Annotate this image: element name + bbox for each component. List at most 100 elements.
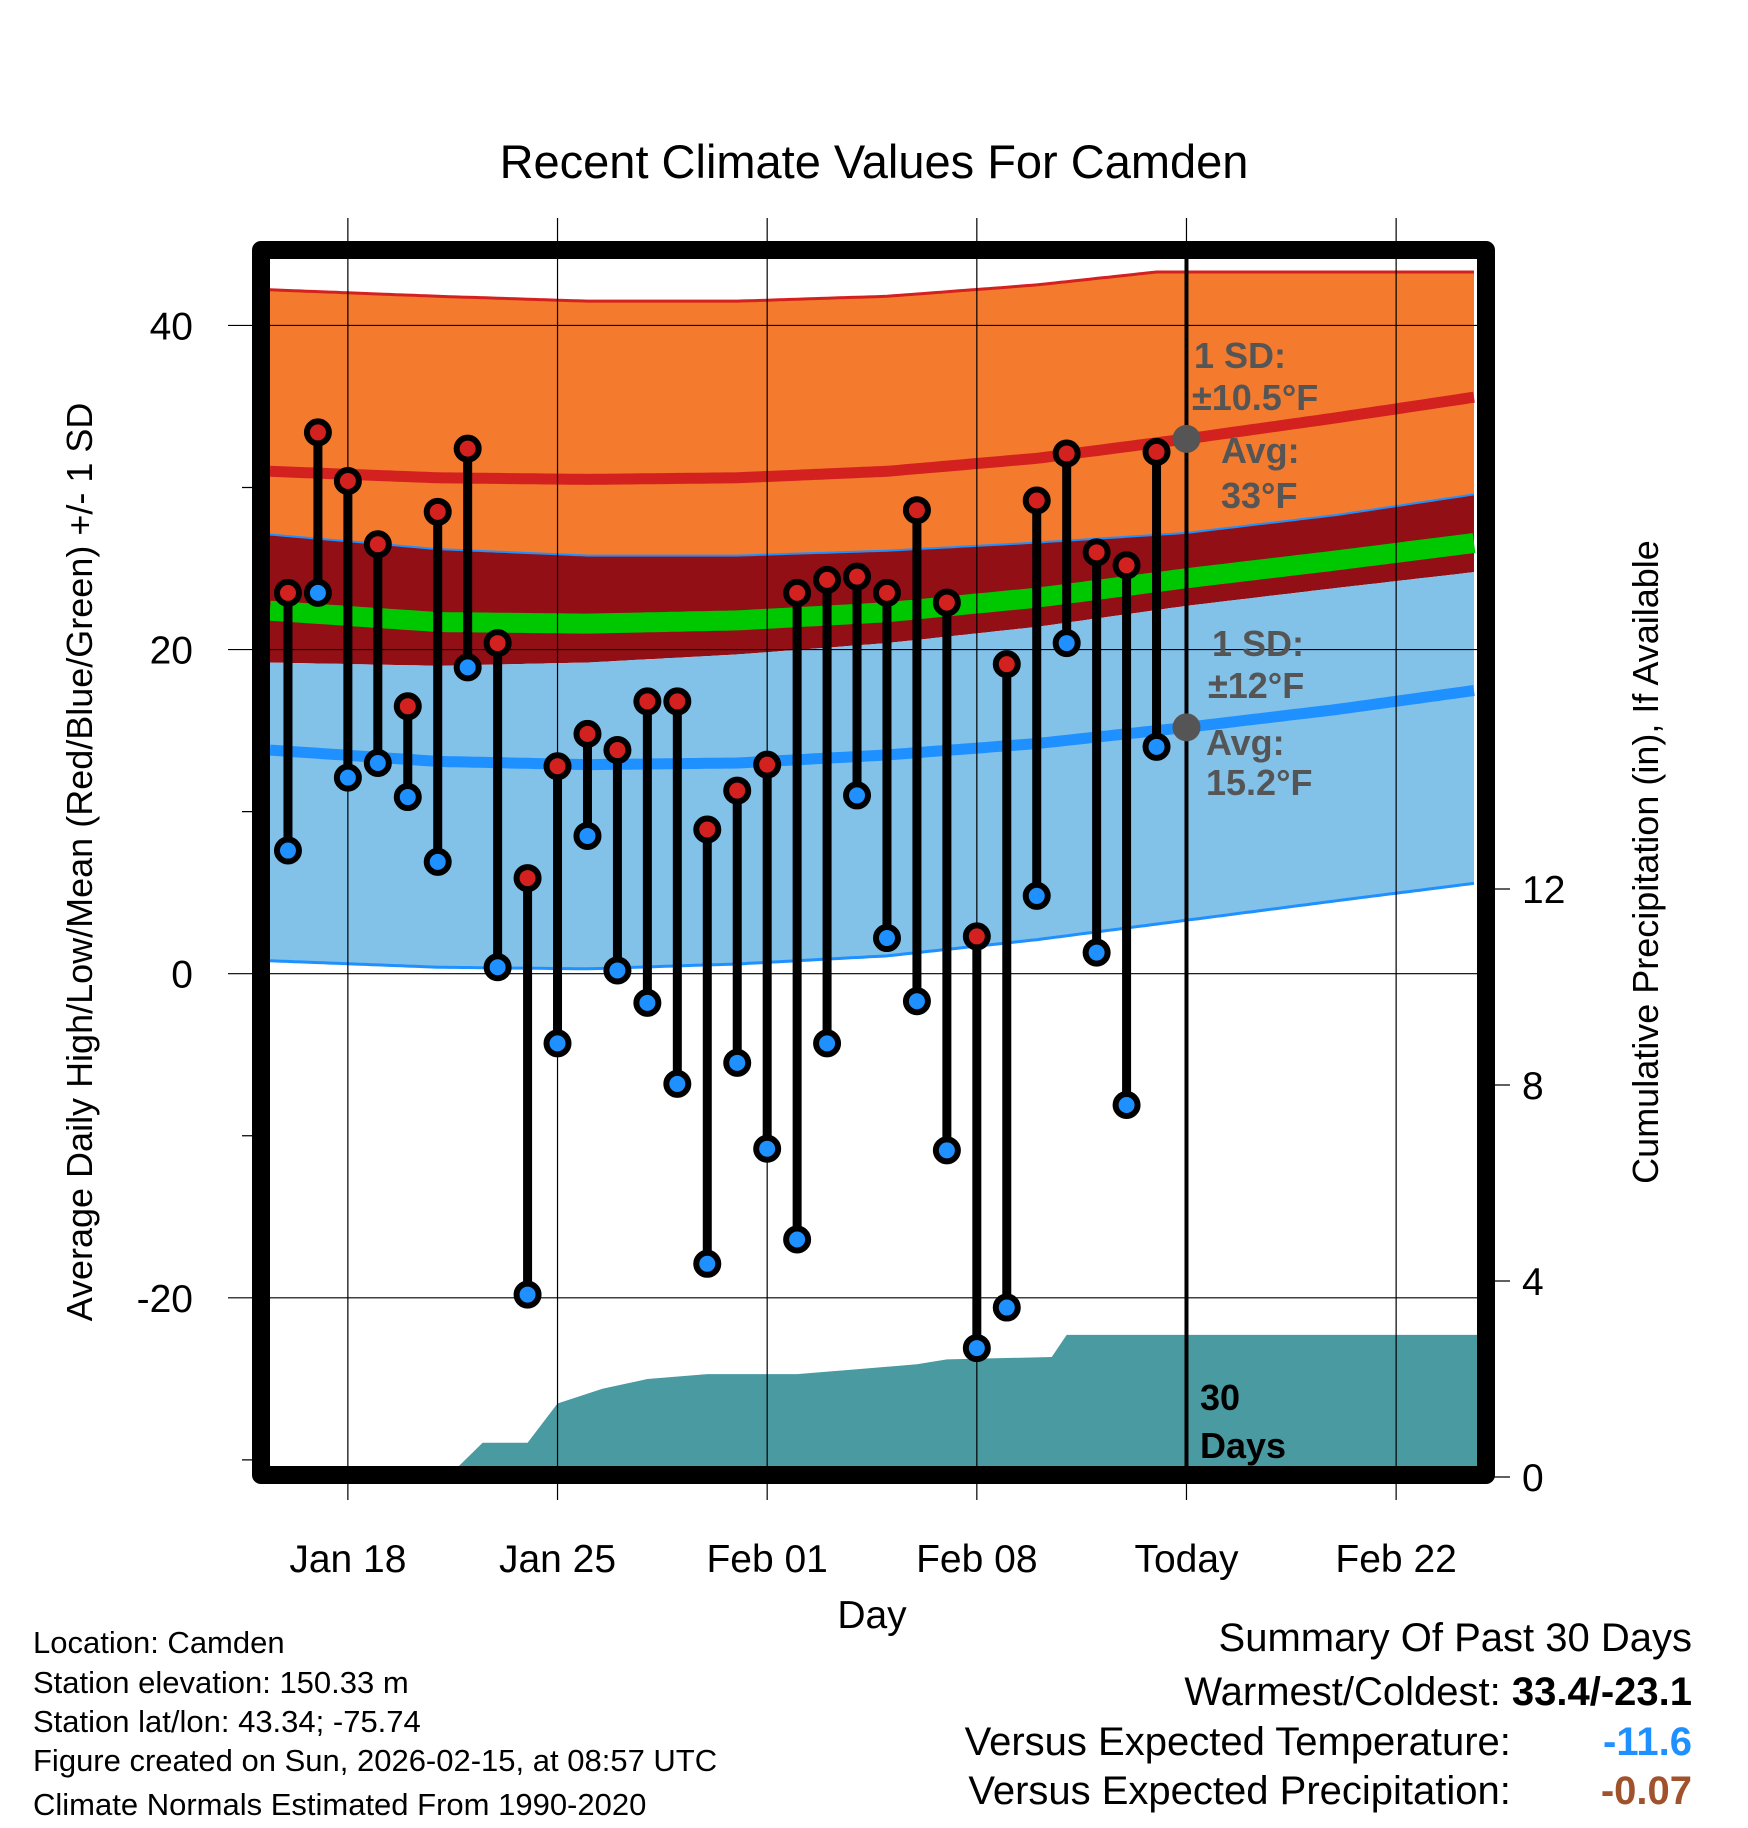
- daily-high-point: [573, 719, 602, 748]
- annotation-low-sd-1: 1 SD:: [1212, 623, 1304, 664]
- daily-low-point: [962, 1334, 991, 1363]
- daily-high-point: [962, 922, 991, 951]
- daily-low-point: [303, 578, 332, 607]
- low-minus-sd-line: [270, 881, 1475, 971]
- daily-low-point: [813, 1029, 842, 1058]
- high-avg-marker: [1172, 424, 1201, 453]
- y-tick-label: 20: [150, 630, 193, 673]
- low-sd-band: [270, 572, 1474, 969]
- daily-low-point: [393, 783, 422, 812]
- summary-precip: Versus Expected Precipitation: -0.07: [968, 1769, 1692, 1814]
- info-elevation: Station elevation: 150.33 m: [33, 1665, 409, 1700]
- daily-low-point: [663, 1069, 692, 1098]
- precip-area: [456, 1334, 1477, 1468]
- y2-tick-label: 8: [1522, 1065, 1544, 1108]
- daily-high-point: [603, 736, 632, 765]
- daily-low-point: [693, 1249, 722, 1278]
- info-normals: Climate Normals Estimated From 1990-2020: [33, 1787, 647, 1822]
- low-mean-line: [270, 685, 1475, 771]
- y-tick-label: -20: [137, 1278, 193, 1321]
- annotation-low-avg-2: 15.2°F: [1206, 762, 1312, 803]
- warm-cold-label: Warmest/Coldest:: [1184, 1670, 1501, 1714]
- daily-low-point: [843, 781, 872, 810]
- summary-warm-cold: Warmest/Coldest: 33.4/-23.1: [1184, 1670, 1692, 1715]
- annotation-low-sd-2: ±12°F: [1208, 665, 1304, 706]
- temp-value: -11.6: [1603, 1720, 1692, 1764]
- daily-low-point: [273, 836, 302, 865]
- daily-low-point: [513, 1280, 542, 1309]
- daily-high-point: [1142, 437, 1171, 466]
- daily-low-point: [573, 821, 602, 850]
- plot-area: [270, 270, 1477, 1468]
- annotation-high-sd-1: 1 SD:: [1194, 335, 1286, 376]
- daily-low-point: [753, 1134, 782, 1163]
- daily-high-point: [633, 687, 662, 716]
- plot-frame: [252, 241, 1495, 1484]
- daily-high-point: [303, 418, 332, 447]
- daily-low-point: [603, 956, 632, 985]
- daily-low-point: [1142, 732, 1171, 761]
- daily-high-point: [483, 629, 512, 658]
- daily-low-point: [1082, 938, 1111, 967]
- daily-high-point: [753, 750, 782, 779]
- daily-low-point: [453, 653, 482, 682]
- daily-high-point: [843, 562, 872, 591]
- y2-tick-label: 4: [1522, 1261, 1544, 1304]
- y-axis-label: Average Daily High/Low/Mean (Red/Blue/Gr…: [59, 403, 100, 1322]
- warm-cold-value: 33.4/-23.1: [1511, 1670, 1692, 1714]
- info-location: Location: Camden: [33, 1625, 285, 1660]
- daily-high-point: [783, 578, 812, 607]
- daily-low-point: [932, 1136, 961, 1165]
- x-tick-label: Feb 22: [1335, 1538, 1456, 1581]
- chart-title: Recent Climate Values For Camden: [500, 135, 1249, 188]
- daily-high-point: [723, 776, 752, 805]
- summary-temp: Versus Expected Temperature: -11.6: [965, 1720, 1692, 1765]
- daily-low-point: [333, 763, 362, 792]
- daily-high-point: [663, 687, 692, 716]
- annotation-high-avg-1: Avg:: [1221, 430, 1300, 471]
- daily-low-point: [783, 1225, 812, 1254]
- daily-low-point: [423, 847, 452, 876]
- y-tick-label: 0: [171, 954, 193, 997]
- precip-value: -0.07: [1600, 1769, 1692, 1813]
- daily-low-point: [902, 987, 931, 1016]
- annotation-high-sd-2: ±10.5°F: [1192, 377, 1318, 418]
- daily-low-point: [1112, 1090, 1141, 1119]
- x-axis-label: Day: [837, 1594, 907, 1637]
- y-tick-label: 40: [150, 305, 193, 348]
- daily-low-point: [543, 1029, 572, 1058]
- daily-high-point: [1052, 439, 1081, 468]
- daily-high-point: [543, 752, 572, 781]
- daily-low-point: [992, 1293, 1021, 1322]
- annotation-low-avg-1: Avg:: [1206, 722, 1285, 763]
- y2-axis-label: Cumulative Precipitation (in), If Availa…: [1625, 540, 1666, 1184]
- x-tick-label: Jan 18: [289, 1538, 406, 1581]
- daily-high-point: [693, 815, 722, 844]
- daily-high-point: [1112, 551, 1141, 580]
- y2-tick-label: 12: [1522, 869, 1565, 912]
- summary-title: Summary Of Past 30 Days: [1218, 1616, 1692, 1660]
- temp-label: Versus Expected Temperature:: [964, 1720, 1511, 1764]
- annotation-days-label: Days: [1200, 1425, 1286, 1466]
- x-tick-label: Feb 01: [706, 1538, 827, 1581]
- daily-low-point: [872, 924, 901, 953]
- daily-high-point: [513, 864, 542, 893]
- x-tick-label: Today: [1134, 1538, 1239, 1581]
- y2-tick-label: 0: [1522, 1457, 1544, 1500]
- high-plus-sd-line: [270, 270, 1474, 303]
- daily-high-point: [813, 565, 842, 594]
- daily-low-point: [723, 1048, 752, 1077]
- daily-high-point: [363, 530, 392, 559]
- daily-low-point: [1052, 629, 1081, 658]
- daily-high-point: [992, 650, 1021, 679]
- info-latlon: Station lat/lon: 43.34; -75.74: [33, 1704, 421, 1739]
- annotation-days-count: 30: [1200, 1377, 1240, 1418]
- low-avg-marker: [1172, 713, 1201, 742]
- daily-high-point: [393, 692, 422, 721]
- info-created: Figure created on Sun, 2026-02-15, at 08…: [33, 1743, 718, 1778]
- daily-low-point: [483, 953, 512, 982]
- annotation-high-avg-2: 33°F: [1221, 475, 1297, 516]
- daily-high-point: [1022, 486, 1051, 515]
- daily-high-point: [872, 578, 901, 607]
